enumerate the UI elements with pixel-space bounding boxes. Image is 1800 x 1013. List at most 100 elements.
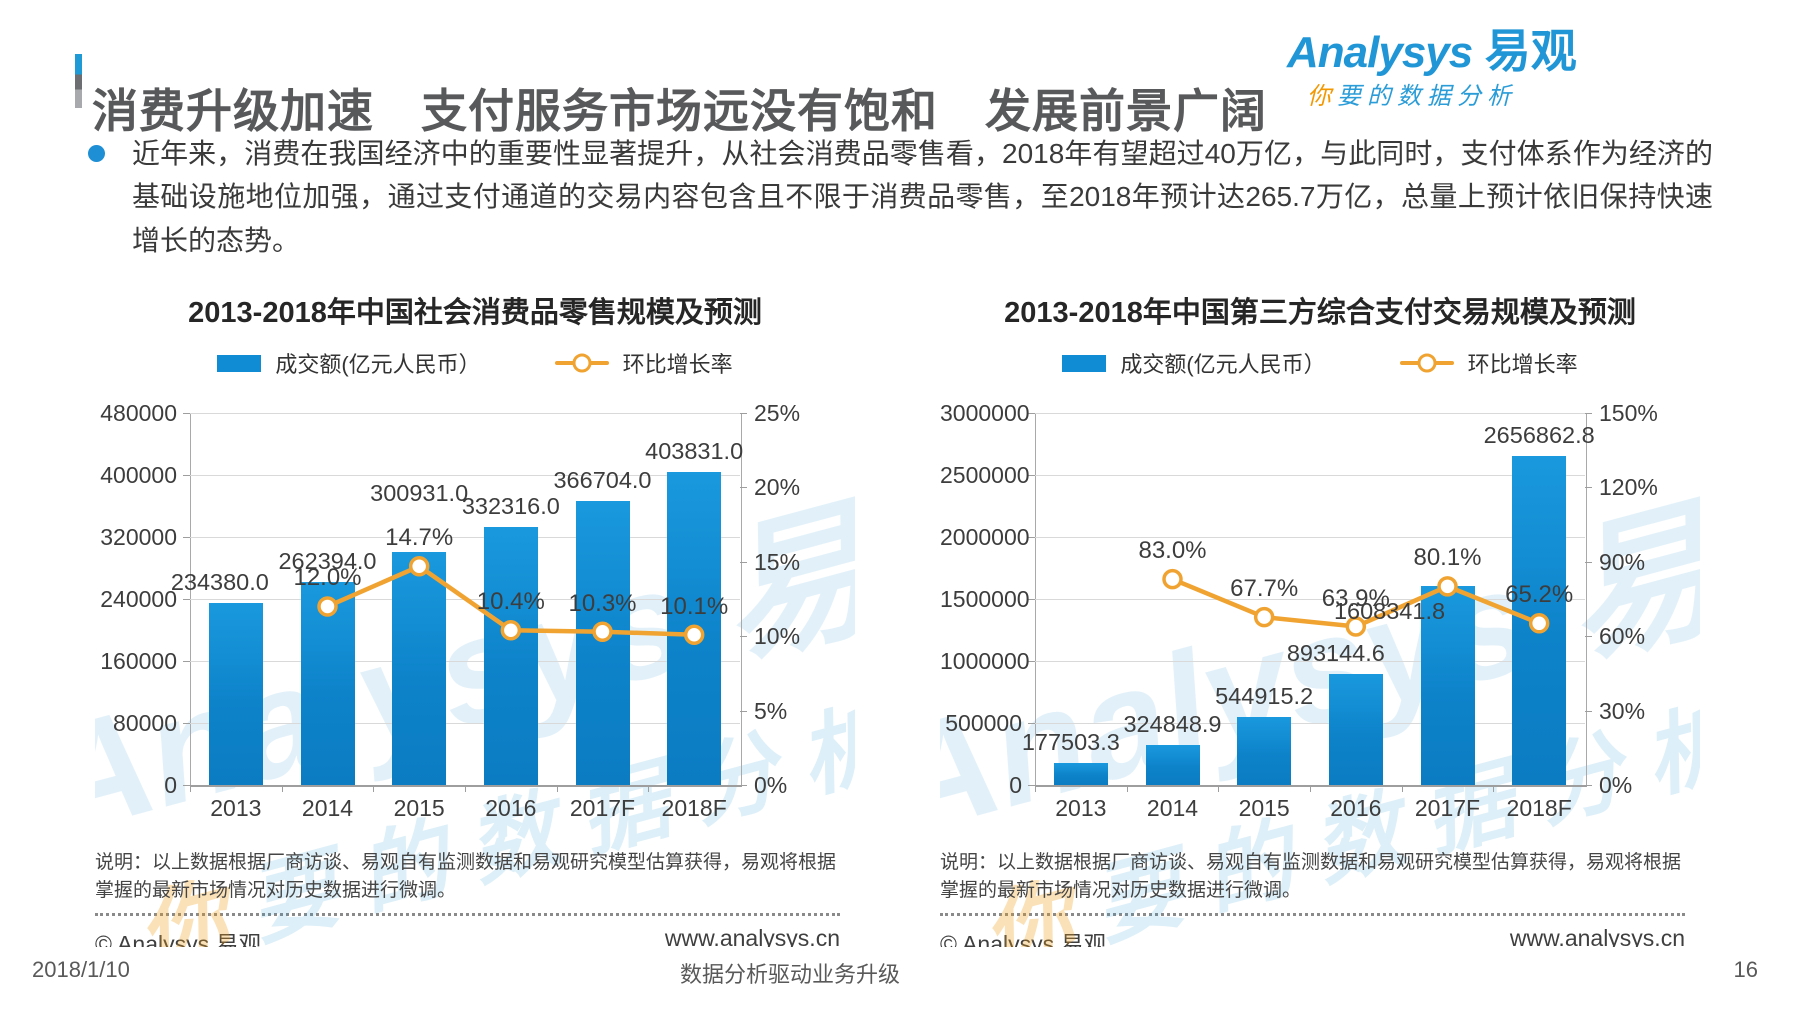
x-axis-label: 2013 [1055,795,1107,821]
axis-tick [1035,785,1036,792]
copyright-text: © Analysys 易观 [95,931,262,947]
copyright-text: © Analysys 易观 [940,931,1107,947]
logo-brand-en: Analysys [1287,28,1473,77]
axis-tick [183,475,190,476]
y-axis-label: 480000 [100,400,177,426]
bar-value-label: 332316.0 [461,493,560,520]
logo-tagline-rest: 要的数据分析 [1337,83,1517,110]
y2-axis-label: 60% [1599,623,1646,650]
plot-area [1035,413,1587,787]
retail-chart-panel: Analysys 易观 你要的数据分析 2013-2018年中国社会消费品零售规… [95,285,855,947]
logo-brand: Analysys 易观 [1287,28,1577,77]
bar-value-label: 177503.3 [1021,728,1120,755]
axis-tick [1585,710,1592,712]
gridline [1035,661,1585,662]
chart-footer: © Analysys 易观 www.analysys.cn [940,925,1685,947]
growth-rate-label: 10.1% [660,592,729,620]
line-marker [1437,576,1458,597]
line-marker [592,621,613,642]
y-axis-label: 1000000 [940,648,1030,674]
chart-plot-canvas: 0 500000 1000000 1500000 2000000 2500000 30000… [940,389,1700,835]
x-axis-label: 2014 [1146,795,1199,821]
bar-value-label: 234380.0 [170,569,269,596]
line-marker [1528,613,1550,634]
axis-tick [740,636,747,638]
title-accent-bar [75,54,82,108]
page-title: 消费升级加速 支付服务市场远没有饱和 发展前景广阔 [92,84,1267,137]
x-axis-label: 2014 [301,795,354,821]
y2-axis-label: 0% [754,772,788,798]
y2-axis-label: 90% [1599,548,1646,575]
y-axis-label: 400000 [100,462,177,488]
line-marker [317,596,338,617]
legend-line-label: 环比增长率 [622,352,733,377]
gridline [1035,475,1585,476]
x-axis-label: 2017F [569,795,636,821]
summary-text: 近年来，消费在我国经济中的重要性显著提升，从社会消费品零售看，2018年有望超过… [132,138,1713,256]
bar-2013 [1053,762,1108,785]
y-axis-label: 500000 [945,710,1022,736]
axis-tick [183,599,190,600]
gridline [190,723,740,724]
y-axis-label: 3000000 [940,400,1030,426]
y2-axis-label: 25% [754,400,801,426]
gridline [190,413,740,414]
legend-bar-label: 成交额(亿元人民币） [275,352,481,377]
chart-note: 说明：以上数据根据厂商访谈、易观自有监测数据和易观研究模型估算获得，易观将根据掌… [95,852,837,901]
axis-tick [1028,785,1035,786]
line-marker [1162,568,1183,590]
axis-tick [1585,785,1592,786]
axis-tick [648,785,650,792]
chart-title: 2013-2018年中国社会消费品零售规模及预测 [188,297,762,329]
gridline [1035,723,1585,724]
axis-tick [1310,785,1311,792]
bar-value-label: 544915.2 [1215,683,1314,710]
axis-tick [1126,785,1128,792]
y2-axis-label: 15% [754,548,801,575]
legend-line-marker-icon [554,361,609,365]
axis-tick [1028,413,1035,414]
dotted-separator [940,913,1685,917]
summary-bullet: 近年来，消费在我国经济中的重要性显著提升，从社会消费品零售看，2018年有望超过… [88,132,1713,262]
bar-2015 [1237,717,1292,785]
growth-rate-label: 63.9% [1321,584,1390,612]
bar-value-label: 324848.9 [1123,710,1222,737]
bar-2015 [392,551,447,785]
axis-tick [1585,561,1592,563]
y-axis-label: 0 [1009,772,1022,798]
logo-brand-cn: 易观 [1484,25,1577,77]
bar-2017F [575,500,630,785]
analysys-logo: Analysys 易观 你要的数据分析 [1287,28,1577,110]
axis-tick [740,413,747,414]
bar-value-label: 300931.0 [370,479,469,506]
chart-note: 说明：以上数据根据厂商访谈、易观自有监测数据和易观研究模型估算获得，易观将根据掌… [940,852,1682,901]
logo-tagline-first: 你 [1307,83,1337,110]
bar-value-label: 1608341.8 [1333,597,1446,624]
payment-chart-panel: Analysys 易观 你要的数据分析 2013-2018年中国第三方综合支付交… [940,285,1700,947]
axis-tick [183,723,190,724]
y-axis-label: 2500000 [940,462,1030,488]
line-marker [1345,616,1367,637]
axis-tick [465,785,466,792]
growth-rate-label: 80.1% [1413,544,1482,572]
bar-2017F [1420,585,1475,785]
growth-rate-label: 10.3% [568,589,637,617]
gridline [190,475,740,476]
chart-legend: 成交额(亿元人民币） 环比增长率 [940,347,1700,379]
chart-legend: 成交额(亿元人民币） 环比增长率 [95,347,855,379]
y2-axis-label: 20% [754,474,801,501]
axis-tick [373,785,375,792]
y-axis-label: 2000000 [940,524,1030,550]
axis-tick [1028,723,1035,724]
legend-bar-label: 成交额(亿元人民币） [1120,352,1326,377]
legend-line-label: 环比增长率 [1467,352,1578,377]
chart-footer: © Analysys 易观 www.analysys.cn [95,925,840,947]
axis-tick [183,537,190,538]
bar-value-label: 893144.6 [1286,640,1385,667]
dotted-separator [95,913,840,917]
growth-rate-label: 65.2% [1505,581,1574,609]
growth-rate-label: 12.0% [293,564,362,592]
bar-2013 [208,603,263,785]
growth-rate-label: 83.0% [1138,537,1207,565]
website-text: www.analysys.cn [664,925,840,947]
